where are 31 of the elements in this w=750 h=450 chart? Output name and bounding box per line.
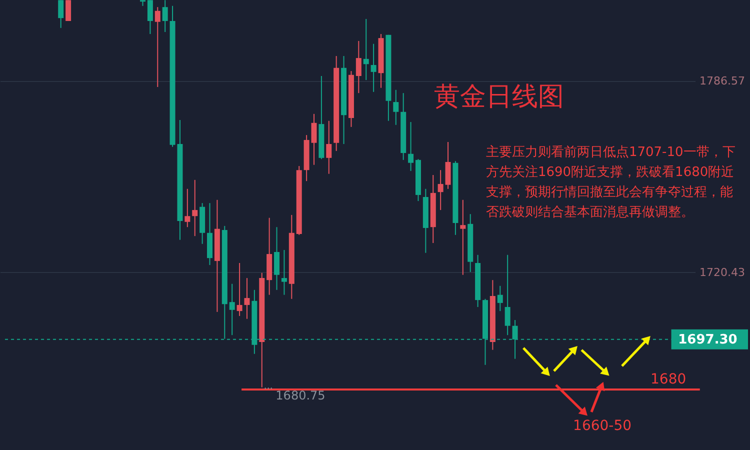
candlestick (147, 0, 153, 35)
candlestick (162, 0, 168, 32)
ref-line-label: 1680 (650, 372, 686, 388)
candlestick (504, 254, 510, 336)
ref-line-label: 1697.30 (678, 332, 738, 348)
candlestick (192, 179, 198, 237)
candlestick (236, 262, 242, 316)
annotation: 主要压力则看前两日低点1707-10一带，下方先关注1690附近支撑，跌破看1680附近支撑，预期行情回撤至此会有争夺过程，能否跌破则结合基本面消息再做调整。 (486, 144, 736, 220)
candlestick (244, 278, 250, 320)
candlestick (229, 283, 235, 336)
text: 黄金日线图 (434, 82, 564, 112)
annotation: 1660-50 (573, 418, 632, 434)
y-tick-label: 1720.43 (700, 266, 745, 279)
candlestick (393, 89, 399, 126)
candlestick (445, 141, 451, 190)
candlestick (274, 226, 280, 290)
candlestick (58, 0, 64, 28)
candlestick (363, 18, 369, 81)
candlestick (281, 249, 287, 296)
annotation: 1680.75 (276, 388, 326, 402)
candlestick (497, 285, 503, 312)
candlestick (438, 170, 444, 211)
candlestick (460, 199, 466, 276)
candlestick (184, 188, 190, 228)
candlestick (370, 43, 376, 92)
candlestick (66, 0, 72, 22)
y-tick-label: 1786.57 (700, 74, 745, 88)
candlestick (326, 120, 332, 174)
candlestick (356, 40, 362, 94)
candlestick (154, 6, 160, 88)
candlestick (408, 122, 414, 172)
